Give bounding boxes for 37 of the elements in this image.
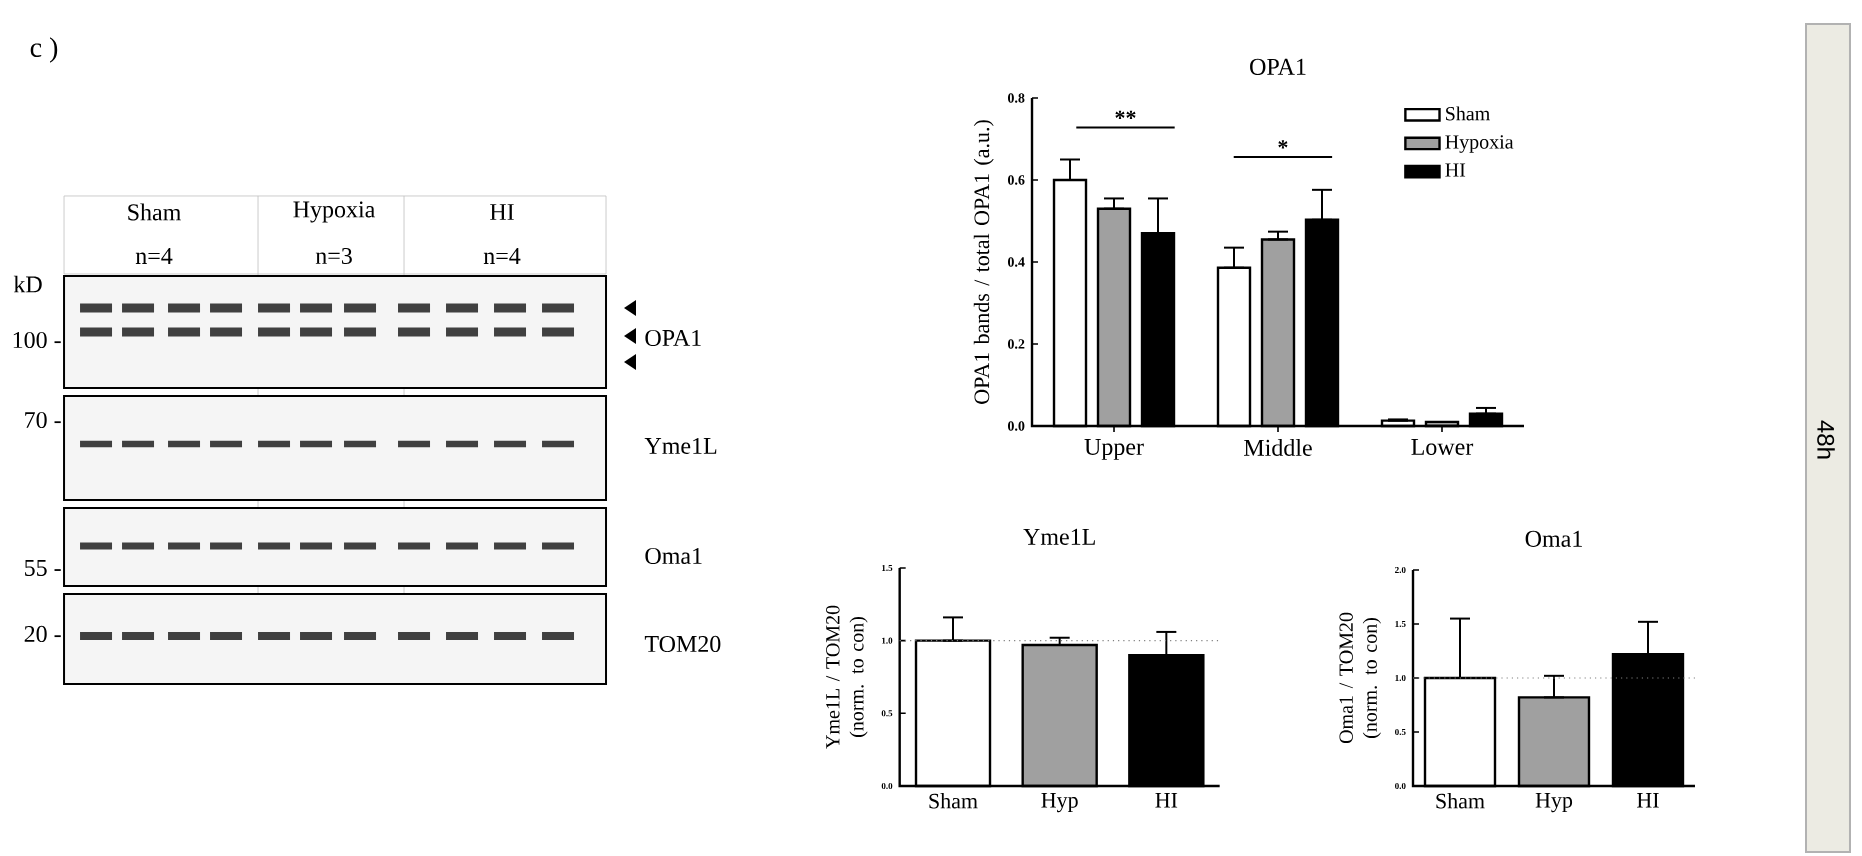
text: OPA1 xyxy=(645,329,701,347)
x-tick-label: Middle xyxy=(1244,439,1312,456)
x-tick-label: Upper xyxy=(1084,439,1144,460)
text: Sham xyxy=(128,203,181,221)
x-tick-label: Hyp xyxy=(1535,793,1573,813)
text: 48h xyxy=(1817,420,1835,459)
x-tick-label: Lower xyxy=(1411,439,1474,455)
text: TOM20 xyxy=(644,635,721,653)
x-tick-label: Hyp xyxy=(1041,793,1078,813)
text: n=3 xyxy=(315,247,352,265)
text: Oma1 xyxy=(645,547,702,565)
annotation: ** xyxy=(1115,110,1136,119)
x-tick-label: HI xyxy=(1637,793,1659,808)
text: HI xyxy=(490,204,514,220)
chart-title: Yme1L xyxy=(1023,528,1095,545)
text: n=4 xyxy=(135,248,173,264)
text: 100 - xyxy=(13,331,61,349)
chart-title: Oma1 xyxy=(1525,530,1582,547)
text: n=4 xyxy=(483,248,521,264)
y-axis-title: OPA1 bands / total OPA1 (a.u.) xyxy=(973,120,994,404)
x-tick-label: HI xyxy=(1155,793,1178,808)
legend-label: Hypoxia xyxy=(1445,135,1514,153)
text: 70 - xyxy=(25,411,61,429)
y-axis-title: Yme1L / TOM20 (norm. to con) xyxy=(826,605,868,749)
x-tick-label: Sham xyxy=(929,793,978,809)
legend-label: Sham xyxy=(1446,106,1490,121)
text: c ) xyxy=(30,37,58,63)
text: kD xyxy=(13,275,42,293)
text: Hypoxia xyxy=(293,201,376,223)
y-axis-title: Oma1 / TOM20 (norm. to con) xyxy=(1339,612,1381,744)
chart-title: OPA1 xyxy=(1250,58,1306,75)
text: 55 - xyxy=(25,560,61,576)
text: Yme1L xyxy=(644,437,717,454)
x-tick-label: Sham xyxy=(1436,793,1485,809)
text: 20 - xyxy=(24,625,61,643)
legend-label: HI xyxy=(1445,163,1466,177)
annotation: * xyxy=(1278,140,1288,149)
